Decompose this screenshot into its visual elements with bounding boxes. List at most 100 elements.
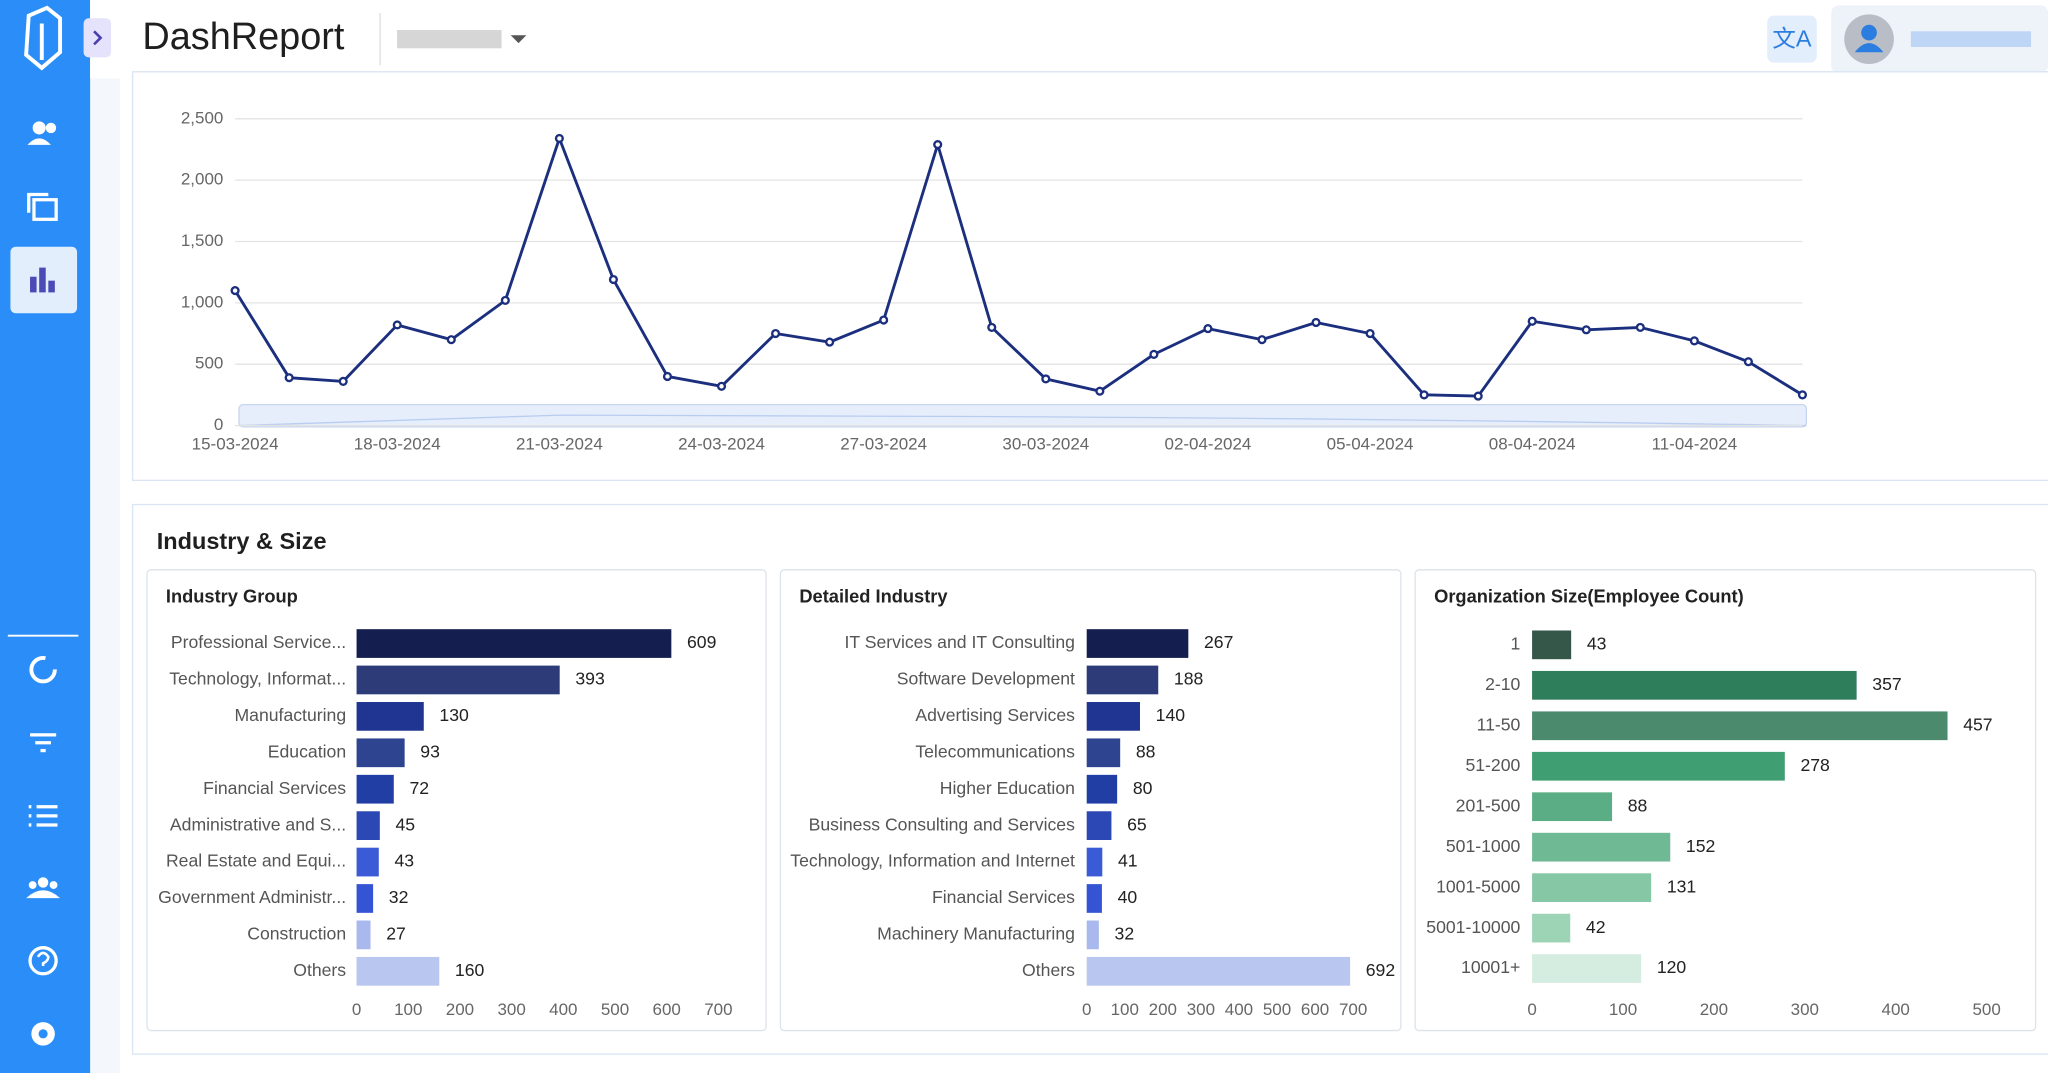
category-label: Telecommunications [915, 741, 1075, 761]
value-label: 27 [386, 924, 406, 944]
point [1743, 357, 1753, 367]
bar [356, 665, 560, 695]
nav-list[interactable] [28, 805, 58, 827]
nav-help[interactable] [28, 946, 58, 976]
value-label: 88 [1136, 741, 1156, 761]
value-label: 88 [1628, 795, 1648, 815]
value-label: 393 [575, 669, 605, 689]
value-label: 692 [1366, 960, 1395, 980]
point [1365, 328, 1375, 339]
value-label: 41 [1118, 851, 1138, 871]
value-label: 65 [1127, 814, 1147, 834]
toggle-chevron [93, 30, 103, 46]
category-label: 201-500 [1456, 795, 1521, 815]
value-label: 43 [394, 851, 414, 871]
translate-icon: 文A [1772, 26, 1812, 52]
x-tick-label: 18-03-2024 [354, 435, 441, 454]
point [1473, 391, 1483, 401]
category-label: 11-50 [1477, 714, 1521, 734]
bar [1532, 873, 1652, 902]
x-tick-label: 400 [1882, 1000, 1910, 1019]
value-label: 43 [1587, 634, 1607, 654]
category-label: 10001+ [1461, 957, 1520, 977]
section-title: Industry & Size [157, 528, 327, 554]
category-label: 5001-10000 [1426, 917, 1520, 937]
y-tick-label: 1,500 [181, 231, 223, 250]
x-tick-label: 300 [1187, 1000, 1215, 1019]
value-label: 45 [396, 814, 416, 834]
bar [1086, 884, 1102, 913]
point [1095, 386, 1105, 396]
line [233, 134, 1804, 398]
x-tick-label: 500 [1972, 1000, 2000, 1019]
point [392, 320, 402, 330]
x-tick-label: 200 [1700, 1000, 1728, 1019]
nav-team[interactable] [26, 877, 61, 899]
point [500, 295, 510, 305]
select-arrow[interactable] [510, 35, 527, 44]
value-label: 140 [1156, 705, 1186, 725]
nav-users[interactable] [27, 121, 57, 145]
point [1419, 390, 1429, 400]
value-label: 130 [439, 705, 469, 725]
x-tick-label: 0 [352, 1000, 361, 1019]
point [338, 376, 348, 386]
nav-copy[interactable] [27, 192, 58, 221]
value-label: 72 [409, 778, 429, 798]
category-label: Financial Services [932, 887, 1075, 907]
category-label: 1001-5000 [1436, 876, 1520, 896]
x-tick-label: 100 [394, 1000, 422, 1019]
point [1149, 349, 1159, 359]
category-label: Government Administr... [158, 887, 346, 907]
point [987, 322, 997, 332]
header [90, 0, 2048, 79]
bar [1086, 702, 1140, 731]
zoom-preview [238, 414, 1807, 427]
bar [356, 738, 405, 768]
sidebar-toggle[interactable] [83, 18, 112, 58]
x-tick-label: 500 [601, 1000, 629, 1019]
bar [356, 629, 672, 658]
x-tick-label: 21-03-2024 [516, 435, 603, 454]
value-label: 40 [1118, 887, 1138, 907]
bar [1086, 811, 1112, 840]
y-tick-label: 2,500 [181, 108, 223, 127]
point [1311, 317, 1321, 328]
point [446, 335, 456, 345]
user-name-blurred [1910, 31, 2032, 47]
x-tick-label: 700 [704, 1000, 732, 1019]
x-tick-label: 600 [1301, 1000, 1329, 1019]
x-tick-label: 27-03-2024 [840, 435, 927, 454]
nav-chart-icon [30, 267, 55, 293]
category-label: Financial Services [203, 778, 346, 798]
bar [356, 811, 380, 840]
bar [1532, 711, 1948, 741]
nav-settings[interactable] [31, 1022, 55, 1046]
category-label: Others [1022, 960, 1075, 980]
category-label: Real Estate and Equi... [166, 851, 346, 871]
project-select-blurred[interactable] [397, 30, 502, 49]
category-label: Others [293, 960, 346, 980]
bar [1532, 832, 1671, 862]
nav-filter[interactable] [30, 733, 57, 753]
logo[interactable] [24, 5, 63, 71]
bar [356, 920, 371, 950]
zoom-slider[interactable] [238, 404, 1808, 428]
point [662, 371, 673, 382]
nav-loading[interactable] [29, 655, 57, 684]
point [1581, 325, 1591, 335]
translate-button[interactable] [1767, 15, 1817, 63]
value-label: 32 [1115, 924, 1135, 944]
point [825, 337, 835, 347]
category-label: Manufacturing [234, 705, 346, 725]
bar [1086, 847, 1103, 877]
category-label: 501-1000 [1446, 836, 1521, 856]
app-title: DashReport [142, 16, 345, 58]
x-tick-label: 700 [1339, 1000, 1367, 1019]
x-tick-label: 24-03-2024 [678, 435, 765, 454]
point [1527, 316, 1537, 326]
panel [146, 569, 767, 1032]
point [1257, 335, 1267, 345]
